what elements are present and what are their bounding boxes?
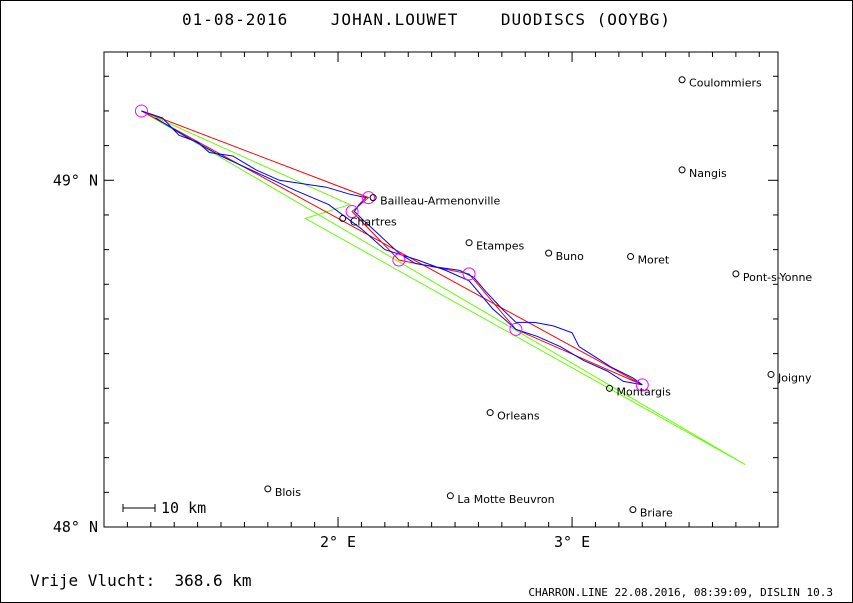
flight-track	[141, 110, 643, 386]
town-dot	[486, 409, 494, 417]
turnpoint-circle	[361, 191, 375, 205]
scale-bar-label: 10 km	[161, 499, 206, 517]
town-marker: Pont-s-Yonne	[732, 270, 813, 284]
lat-tick-label: 48° N	[53, 518, 98, 536]
flight-date: 01-08-2016	[181, 10, 289, 29]
pilot-name: JOHAN.LOUWET	[330, 10, 459, 29]
plot-area	[103, 51, 779, 528]
turnpoint-circle	[462, 267, 476, 281]
town-dot	[732, 270, 740, 278]
town-label: Joigny	[777, 371, 812, 384]
glider-name: DUODISCS (OOYBG)	[500, 10, 672, 29]
longitude-labels: 2° E 3° E	[320, 533, 590, 551]
town-label: Montargis	[617, 385, 672, 398]
lat-tick-label: 49° N	[53, 171, 98, 189]
town-dot	[678, 166, 686, 174]
distance-value: 368.6 km	[174, 571, 252, 590]
lon-tick-label: 3° E	[554, 533, 590, 551]
town-label: Briare	[640, 507, 673, 520]
town-marker: Moret	[627, 253, 670, 267]
town-marker: Etampes	[465, 239, 525, 253]
town-label: Chartres	[350, 215, 397, 228]
town-dot	[465, 239, 473, 247]
town-label: Orleans	[497, 410, 540, 423]
town-label: Buno	[556, 250, 584, 263]
town-label: Nangis	[689, 167, 727, 180]
turnpoint-circle	[509, 322, 523, 336]
turnpoint-circle	[134, 104, 148, 118]
turnpoint-circle	[392, 253, 406, 267]
town-dot	[264, 485, 272, 493]
town-label: Blois	[275, 486, 301, 499]
sector-polygon	[141, 110, 746, 466]
turnpoint-markers	[134, 104, 649, 392]
town-dot	[369, 194, 377, 202]
town-marker: Nangis	[678, 166, 727, 180]
town-label: Bailleau-Armenonville	[380, 195, 500, 208]
town-dot	[629, 506, 637, 514]
flight-header: 01-08-2016 JOHAN.LOUWET DUODISCS (OOYBG)	[0, 10, 853, 29]
town-dot	[545, 249, 553, 257]
town-dot	[678, 76, 686, 84]
town-marker: Montargis	[606, 384, 672, 398]
town-dot	[446, 492, 454, 500]
town-marker: Briare	[629, 506, 673, 520]
town-marker: Joigny	[767, 370, 812, 384]
latitude-labels: 49° N 48° N	[53, 171, 98, 536]
town-marker: Buno	[545, 249, 584, 263]
axis-ticks	[103, 52, 778, 528]
turnpoint-circle	[635, 378, 649, 392]
distance-label: Vrije Vlucht:	[30, 571, 156, 590]
town-label: Etampes	[476, 240, 524, 253]
scale-bar: 10 km	[122, 499, 206, 517]
town-dot	[606, 384, 613, 392]
town-label: Moret	[638, 254, 670, 267]
town-label: Pont-s-Yonne	[743, 271, 813, 284]
town-marker: La Motte Beuvron	[446, 492, 555, 506]
task-polygon	[141, 110, 643, 386]
town-marker: Orleans	[486, 409, 540, 423]
distance-summary: Vrije Vlucht: 368.6 km	[30, 571, 252, 590]
town-label: Coulommiers	[689, 77, 762, 90]
town-label: La Motte Beuvron	[457, 493, 554, 506]
town-dot	[767, 370, 775, 378]
software-credit: CHARRON.LINE 22.08.2016, 08:39:09, DISLI…	[528, 586, 833, 599]
town-marker: Blois	[264, 485, 301, 499]
town-marker: Coulommiers	[678, 76, 762, 90]
turnpoint-circle	[345, 204, 359, 218]
town-dot	[339, 214, 347, 222]
town-marker: Bailleau-Armenonville	[369, 194, 500, 208]
town-dot	[627, 253, 635, 261]
town-marker: Chartres	[339, 214, 397, 228]
town-markers: Coulommiers Nangis Pont-s-Yonne Joigny Moret…	[264, 76, 813, 520]
lon-tick-label: 2° E	[320, 533, 356, 551]
